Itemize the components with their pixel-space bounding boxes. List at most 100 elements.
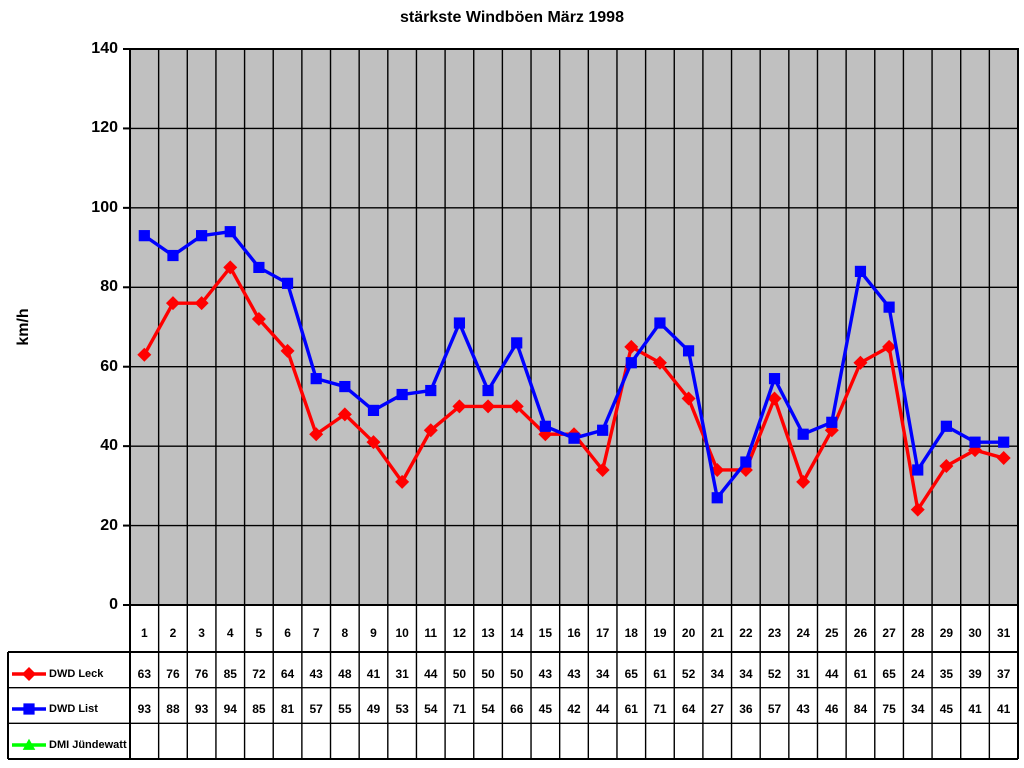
table-value-cell-dwd-list: 81 — [280, 702, 295, 717]
table-value-cell-dmi-j-ndewatt — [531, 723, 560, 759]
table-value-cell-dmi-j-ndewatt — [445, 723, 474, 759]
table-value-cell-dwd-list: 36 — [739, 702, 753, 717]
table-value-cell-dwd-list: 93 — [137, 702, 151, 717]
marker-square-dwd-list — [425, 384, 437, 397]
x-axis-day-label: 9 — [370, 625, 377, 640]
x-axis-day-label: 5 — [255, 625, 263, 640]
x-axis-day-label: 18 — [624, 625, 638, 640]
table-value-cell-dmi-j-ndewatt — [646, 723, 675, 759]
table-value-cell-dwd-leck: 43 — [567, 666, 581, 681]
table-value-cell-dwd-list: 44 — [595, 702, 610, 717]
x-axis-day-label: 31 — [996, 625, 1011, 640]
y-tick-label: 0 — [109, 596, 118, 613]
table-value-cell-dwd-leck: 76 — [194, 666, 209, 681]
marker-diamond-dwd-leck — [337, 407, 352, 422]
table-value-cell-dwd-leck: 64 — [280, 666, 295, 681]
table-value-cell-dwd-list: 45 — [939, 702, 954, 717]
table-value-cell-dmi-j-ndewatt — [474, 723, 503, 759]
table-value-cell-dwd-list: 42 — [567, 702, 581, 717]
marker-square-dwd-list — [281, 277, 294, 289]
table-value-cell-dwd-leck: 72 — [252, 666, 266, 681]
table-value-cell-dmi-j-ndewatt — [932, 723, 961, 759]
table-value-cell-dmi-j-ndewatt — [817, 723, 846, 759]
x-axis-day-label: 20 — [681, 625, 696, 640]
marker-square-dwd-list — [224, 226, 236, 238]
table-value-cell-dwd-leck: 34 — [710, 666, 724, 681]
y-tick-label: 80 — [100, 278, 118, 296]
x-axis-day-label: 27 — [882, 625, 896, 640]
table-value-cell-dwd-leck: 48 — [338, 666, 352, 681]
y-tick-label: 140 — [91, 40, 118, 57]
marker-diamond-dwd-leck — [767, 391, 782, 406]
y-axis-label: km/h — [15, 308, 32, 346]
x-axis-day-label: 8 — [341, 625, 349, 640]
legend-label: DMI Jündewatt — [49, 739, 127, 752]
x-axis-day-label: 6 — [284, 625, 291, 640]
chart-title: stärkste Windböen März 1998 — [400, 9, 624, 26]
table-value-cell-dmi-j-ndewatt — [302, 723, 331, 759]
table-value-cell-dwd-leck: 31 — [395, 666, 409, 681]
table-value-cell-dwd-leck: 31 — [796, 666, 810, 681]
legend-column: DWD Leck DWD List DMI Jündewatt — [8, 652, 130, 759]
table-value-cell-dwd-list: 27 — [710, 702, 724, 717]
x-axis-day-label: 12 — [452, 625, 467, 640]
plot-border — [129, 48, 1019, 606]
x-axis-day-label: 26 — [853, 625, 868, 640]
table-value-cell-dwd-list: 88 — [166, 702, 180, 717]
table-value-cell-dmi-j-ndewatt — [732, 723, 761, 759]
x-axis-day-label: 16 — [567, 625, 581, 640]
marker-square-dwd-list — [883, 301, 895, 313]
table-value-cell-dwd-leck: 44 — [424, 666, 438, 681]
marker-diamond-dwd-leck — [137, 347, 152, 362]
table-value-cell-dmi-j-ndewatt — [560, 723, 589, 759]
table-value-cell-dwd-leck: 65 — [882, 666, 896, 681]
table-value-cell-dwd-leck: 24 — [911, 666, 925, 681]
marker-diamond-dwd-leck — [366, 435, 381, 450]
marker-square-dwd-list — [167, 249, 179, 262]
marker-diamond-dwd-leck — [681, 391, 696, 406]
x-axis-day-label: 10 — [395, 625, 409, 640]
marker-square-dwd-list — [711, 492, 723, 504]
table-value-cell-dwd-leck: 44 — [825, 666, 839, 681]
x-axis-day-label: 3 — [198, 625, 205, 640]
marker-square-dwd-list — [912, 464, 924, 476]
table-value-cell-dwd-leck: 52 — [767, 666, 782, 681]
marker-square-dwd-list — [682, 345, 695, 357]
marker-square-dwd-list — [998, 436, 1010, 448]
x-axis-day-label: 4 — [226, 625, 234, 640]
marker-square-dwd-list — [826, 416, 838, 428]
table-value-cell-dwd-leck: 43 — [309, 666, 323, 681]
marker-diamond-dwd-leck — [280, 343, 295, 358]
marker-square-dwd-list — [138, 230, 150, 242]
x-axis-day-label: 2 — [169, 625, 177, 640]
table-value-cell-dmi-j-ndewatt — [130, 723, 159, 759]
marker-square-dwd-list — [969, 436, 981, 448]
marker-square-dwd-list — [339, 380, 351, 393]
table-value-cell-dwd-list: 34 — [911, 702, 925, 717]
table-value-cell-dmi-j-ndewatt — [273, 723, 302, 759]
table-value-cell-dmi-j-ndewatt — [187, 723, 216, 759]
table-value-cell-dwd-list: 57 — [767, 702, 782, 717]
marker-diamond-dwd-leck — [509, 399, 524, 414]
table-value-cell-dwd-leck: 76 — [166, 666, 180, 681]
table-value-cell-dmi-j-ndewatt — [617, 723, 646, 759]
marker-square-dwd-list — [625, 357, 637, 369]
marker-square-dwd-list — [367, 404, 380, 416]
marker-square-dwd-list — [568, 432, 580, 444]
legend-item-dmi-j-ndewatt: DMI Jündewatt — [8, 723, 130, 759]
table-value-cell-dmi-j-ndewatt — [789, 723, 818, 759]
table-value-cell-dwd-leck: 35 — [939, 666, 954, 681]
table-value-cell-dwd-leck: 50 — [481, 666, 495, 681]
table-value-cell-dwd-list: 84 — [853, 702, 868, 717]
marker-square-dwd-list — [310, 373, 322, 385]
table-value-cell-dwd-list: 54 — [424, 702, 438, 717]
x-axis-day-label: 24 — [796, 625, 810, 640]
table-value-cell-dwd-leck: 43 — [538, 666, 553, 681]
table-value-cell-dwd-leck: 34 — [595, 666, 610, 681]
marker-diamond-dwd-leck — [996, 451, 1011, 466]
table-value-cell-dwd-list: 55 — [338, 702, 352, 717]
table-value-cell-dwd-list: 71 — [452, 702, 467, 717]
marker-diamond-dwd-leck — [595, 462, 610, 477]
marker-diamond-dwd-leck — [165, 296, 180, 311]
marker-diamond-dwd-leck — [939, 459, 954, 473]
